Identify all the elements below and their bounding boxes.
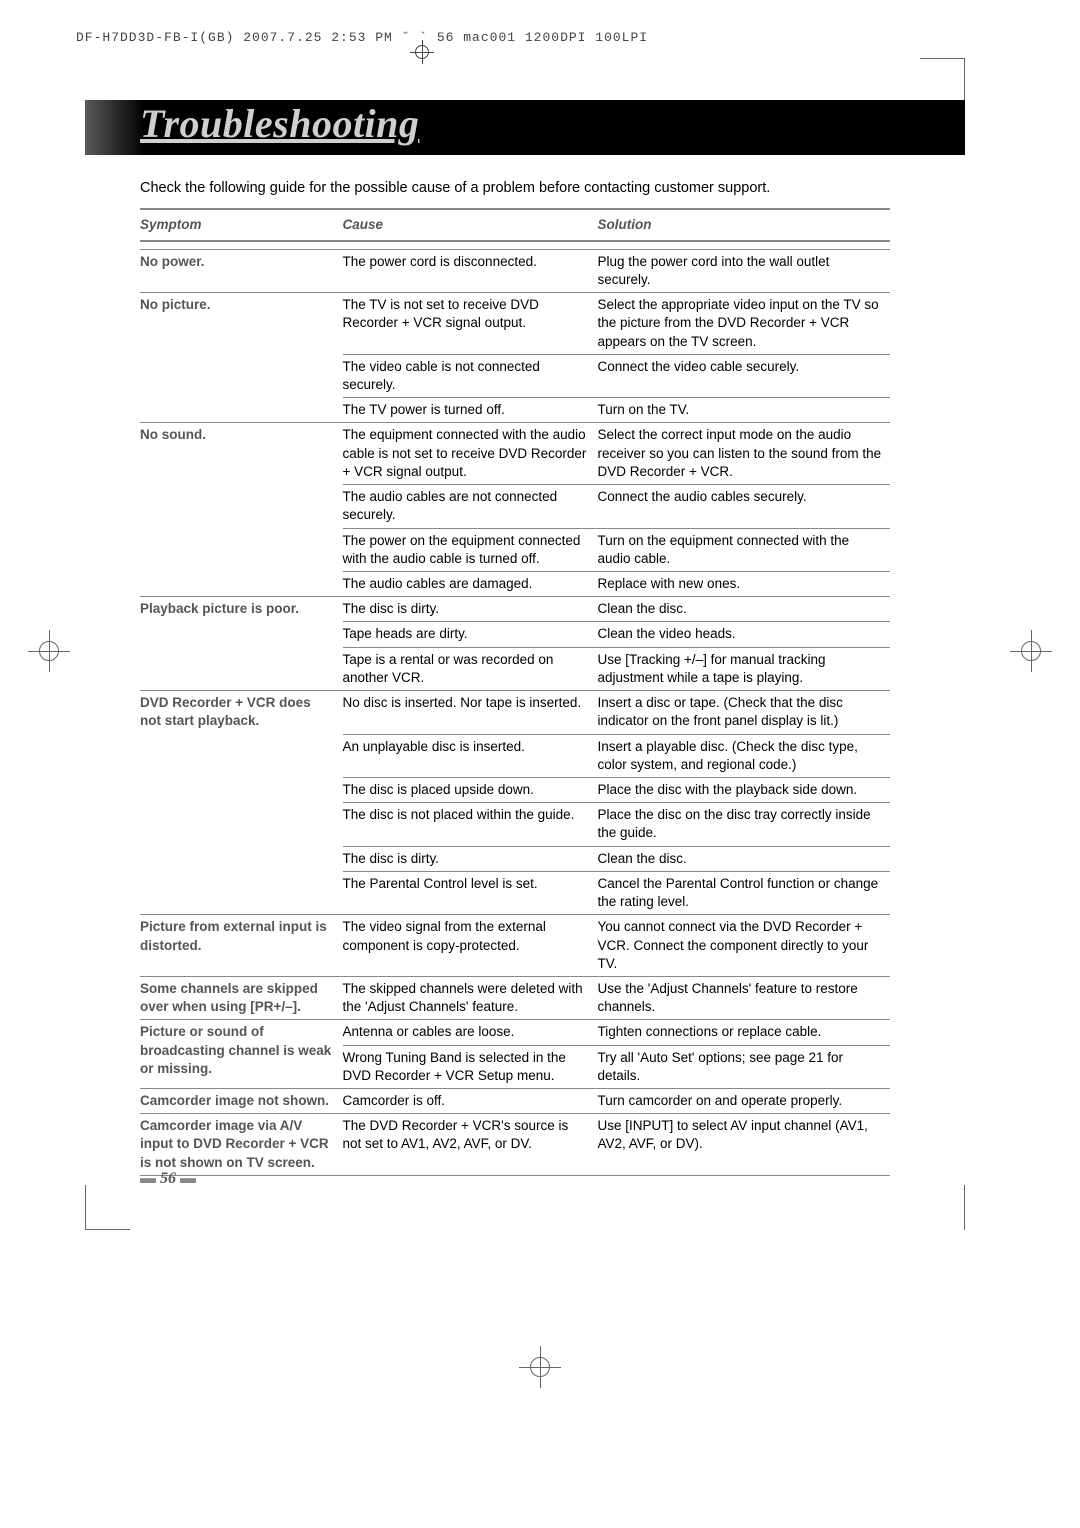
cause-cell: Wrong Tuning Band is selected in the DVD… (343, 1045, 598, 1088)
table-row: No sound.The equipment connected with th… (140, 423, 890, 485)
solution-cell: Clean the video heads. (598, 622, 891, 647)
registration-mark-icon (28, 630, 70, 672)
cause-cell: The video signal from the external compo… (343, 915, 598, 977)
table-row: Playback picture is poor.The disc is dir… (140, 597, 890, 622)
cause-cell: The audio cables are damaged. (343, 572, 598, 597)
symptom-cell: Playback picture is poor. (140, 597, 343, 691)
col-symptom: Symptom (140, 209, 343, 241)
solution-cell: Try all 'Auto Set' options; see page 21 … (598, 1045, 891, 1088)
symptom-cell: Camcorder image via A/V input to DVD Rec… (140, 1114, 343, 1176)
intro-text: Check the following guide for the possib… (140, 180, 890, 196)
cause-cell: Tape heads are dirty. (343, 622, 598, 647)
table-row: Picture or sound of broadcasting channel… (140, 1020, 890, 1045)
symptom-cell: Camcorder image not shown. (140, 1089, 343, 1114)
cause-cell: The disc is dirty. (343, 597, 598, 622)
cause-cell: No disc is inserted. Nor tape is inserte… (343, 691, 598, 734)
cause-cell: The disc is not placed within the guide. (343, 803, 598, 846)
registration-mark-icon (1010, 630, 1052, 672)
solution-cell: Clean the disc. (598, 846, 891, 871)
symptom-cell: Some channels are skipped over when usin… (140, 976, 343, 1019)
symptom-cell: No power. (140, 249, 343, 292)
page-title: Troubleshooting (140, 100, 419, 147)
symptom-cell: Picture or sound of broadcasting channel… (140, 1020, 343, 1089)
cause-cell: Camcorder is off. (343, 1089, 598, 1114)
solution-cell: Place the disc with the playback side do… (598, 777, 891, 802)
col-cause: Cause (343, 209, 598, 241)
solution-cell: Turn on the TV. (598, 398, 891, 423)
symptom-cell: No sound. (140, 423, 343, 597)
cause-cell: The power on the equipment connected wit… (343, 528, 598, 571)
solution-cell: Select the correct input mode on the aud… (598, 423, 891, 485)
print-header: DF-H7DD3D-FB-I(GB) 2007.7.25 2:53 PM ˘ `… (76, 30, 648, 45)
solution-cell: Select the appropriate video input on th… (598, 293, 891, 355)
solution-cell: Insert a disc or tape. (Check that the d… (598, 691, 891, 734)
table-row: Some channels are skipped over when usin… (140, 976, 890, 1019)
solution-cell: Place the disc on the disc tray correctl… (598, 803, 891, 846)
table-row: Picture from external input is distorted… (140, 915, 890, 977)
solution-cell: Clean the disc. (598, 597, 891, 622)
cause-cell: The video cable is not connected securel… (343, 354, 598, 397)
trim-mark (920, 58, 965, 59)
cause-cell: The Parental Control level is set. (343, 871, 598, 914)
solution-cell: Plug the power cord into the wall outlet… (598, 249, 891, 292)
cause-cell: The disc is dirty. (343, 846, 598, 871)
trim-mark (964, 58, 965, 103)
trim-mark (85, 1185, 86, 1230)
table-row: Camcorder image not shown.Camcorder is o… (140, 1089, 890, 1114)
cause-cell: Antenna or cables are loose. (343, 1020, 598, 1045)
solution-cell: Use [Tracking +/–] for manual tracking a… (598, 647, 891, 690)
solution-cell: Cancel the Parental Control function or … (598, 871, 891, 914)
page-number: ▬ 56 ▬ (140, 1170, 196, 1188)
solution-cell: Use the 'Adjust Channels' feature to res… (598, 976, 891, 1019)
cause-cell: The TV power is turned off. (343, 398, 598, 423)
symptom-cell: Picture from external input is distorted… (140, 915, 343, 977)
solution-cell: Turn on the equipment connected with the… (598, 528, 891, 571)
registration-mark-icon (519, 1346, 561, 1388)
solution-cell: Connect the audio cables securely. (598, 485, 891, 528)
table-row: No picture.The TV is not set to receive … (140, 293, 890, 355)
trim-mark (964, 1185, 965, 1230)
cause-cell: Tape is a rental or was recorded on anot… (343, 647, 598, 690)
troubleshooting-table: Symptom Cause Solution No power.The powe… (140, 208, 890, 1176)
content-area: Check the following guide for the possib… (140, 180, 890, 1176)
trim-mark (85, 1229, 130, 1230)
cause-cell: The equipment connected with the audio c… (343, 423, 598, 485)
symptom-cell: No picture. (140, 293, 343, 423)
crop-mark-icon (410, 40, 434, 64)
cause-cell: The audio cables are not connected secur… (343, 485, 598, 528)
solution-cell: Insert a playable disc. (Check the disc … (598, 734, 891, 777)
table-row: No power.The power cord is disconnected.… (140, 249, 890, 292)
solution-cell: Replace with new ones. (598, 572, 891, 597)
cause-cell: The TV is not set to receive DVD Recorde… (343, 293, 598, 355)
cause-cell: The DVD Recorder + VCR's source is not s… (343, 1114, 598, 1176)
solution-cell: Tighten connections or replace cable. (598, 1020, 891, 1045)
cause-cell: The power cord is disconnected. (343, 249, 598, 292)
col-solution: Solution (598, 209, 891, 241)
cause-cell: An unplayable disc is inserted. (343, 734, 598, 777)
cause-cell: The disc is placed upside down. (343, 777, 598, 802)
solution-cell: You cannot connect via the DVD Recorder … (598, 915, 891, 977)
table-row: DVD Recorder + VCR does not start playba… (140, 691, 890, 734)
table-row: Camcorder image via A/V input to DVD Rec… (140, 1114, 890, 1176)
title-band-gradient (85, 100, 145, 155)
solution-cell: Turn camcorder on and operate properly. (598, 1089, 891, 1114)
solution-cell: Use [INPUT] to select AV input channel (… (598, 1114, 891, 1176)
symptom-cell: DVD Recorder + VCR does not start playba… (140, 691, 343, 915)
cause-cell: The skipped channels were deleted with t… (343, 976, 598, 1019)
solution-cell: Connect the video cable securely. (598, 354, 891, 397)
